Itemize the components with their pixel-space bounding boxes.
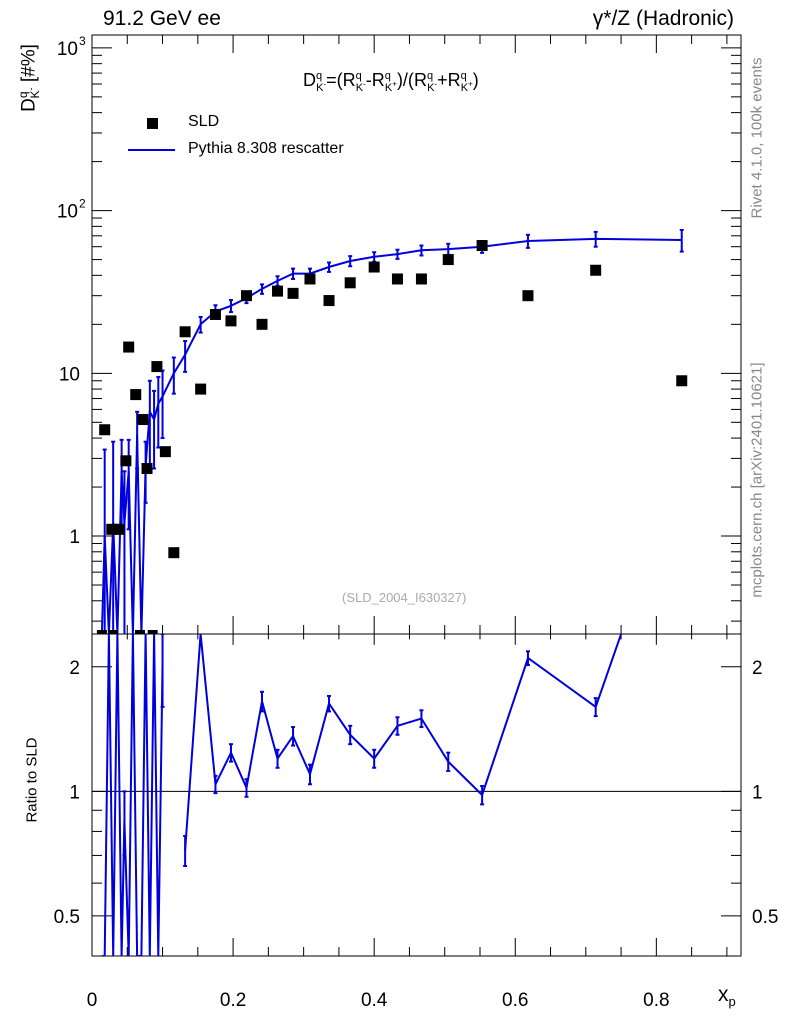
sld-data-point — [522, 290, 534, 302]
sld-data-point — [287, 287, 299, 299]
sld-data-point — [676, 375, 688, 387]
sld-data-point — [123, 341, 135, 353]
header-energy: 91.2 GeV ee — [103, 7, 221, 30]
y-tick-label-exponent: 3 — [79, 34, 86, 48]
x-axis-label: xp — [718, 983, 736, 1010]
x-tick-label: 0.2 — [220, 990, 246, 1011]
x-tick-label: 0.4 — [361, 990, 388, 1011]
legend-data-marker — [147, 118, 158, 129]
x-tick-label: 0 — [87, 990, 98, 1011]
sld-data-point — [240, 290, 252, 302]
mc-series-line — [100, 237, 682, 634]
y-tick-label: 10 — [59, 364, 80, 385]
sld-data-point — [195, 383, 207, 395]
sld-data-point — [391, 273, 403, 285]
ratio-plot-frame — [91, 633, 742, 957]
y-tick-label: 10 — [57, 39, 78, 60]
sld-data-point — [179, 326, 191, 338]
sld-data-point — [99, 424, 111, 436]
rivet-version-text: Rivet 4.1.0, 100k events — [748, 57, 766, 219]
analysis-id: (SLD_2004_I630327) — [342, 590, 467, 605]
sld-offscale-point — [96, 630, 107, 634]
sld-data-point — [368, 261, 380, 273]
sld-data-point — [304, 273, 316, 285]
sld-data-point — [168, 547, 180, 559]
sld-data-point — [159, 446, 171, 458]
ratio-y-tick-label-right: 2 — [752, 658, 763, 679]
sld-offscale-point — [147, 630, 158, 634]
sld-data-point — [209, 308, 221, 320]
ratio-series-line — [184, 634, 623, 851]
y-axis-label: DqK- [#%] — [15, 44, 43, 112]
sld-data-point — [476, 240, 488, 252]
sld-data-point — [130, 389, 142, 401]
y-tick-label: 10 — [57, 202, 78, 223]
y-tick-label: 1 — [69, 527, 80, 548]
ratio-y-tick-label: 2 — [69, 658, 80, 679]
ratio-y-tick-label: 1 — [69, 782, 80, 803]
formula-title: DqK-=(RqK--RqK+)/(RqK-+RqK+) — [303, 70, 479, 94]
x-tick-label: 0.6 — [502, 990, 528, 1011]
sld-data-point — [442, 254, 454, 266]
y-tick-label-exponent: 2 — [79, 197, 86, 211]
sld-data-point — [106, 523, 118, 535]
sld-data-point — [323, 295, 335, 307]
ratio-y-tick-label-right: 0.5 — [752, 907, 778, 928]
sld-data-point — [590, 264, 602, 276]
sld-offscale-point — [108, 630, 119, 634]
sld-data-point — [137, 414, 149, 426]
sld-data-point — [151, 361, 163, 373]
sld-offscale-point — [134, 630, 145, 634]
ratio-y-axis-label: Ratio to SLD — [23, 737, 41, 823]
sld-data-point — [272, 285, 284, 297]
sld-data-point — [113, 523, 125, 535]
sld-data-point — [415, 273, 427, 285]
sld-data-point — [344, 277, 356, 289]
legend-data-label: SLD — [188, 113, 220, 130]
sld-data-point — [141, 463, 153, 475]
header-process: γ*/Z (Hadronic) — [592, 7, 734, 30]
sld-data-point — [256, 318, 268, 330]
x-tick-label: 0.8 — [643, 990, 669, 1011]
sld-data-point — [120, 455, 132, 467]
sld-data-point — [225, 315, 237, 327]
ratio-y-tick-label: 0.5 — [54, 907, 80, 928]
legend-mc-label: Pythia 8.308 rescatter — [188, 140, 344, 157]
ratio-lowx-line — [101, 634, 164, 956]
mcplots-reference-text: mcplots.cern.ch [arXiv:2401.10621] — [748, 362, 766, 598]
ratio-y-tick-label-right: 1 — [752, 782, 763, 803]
